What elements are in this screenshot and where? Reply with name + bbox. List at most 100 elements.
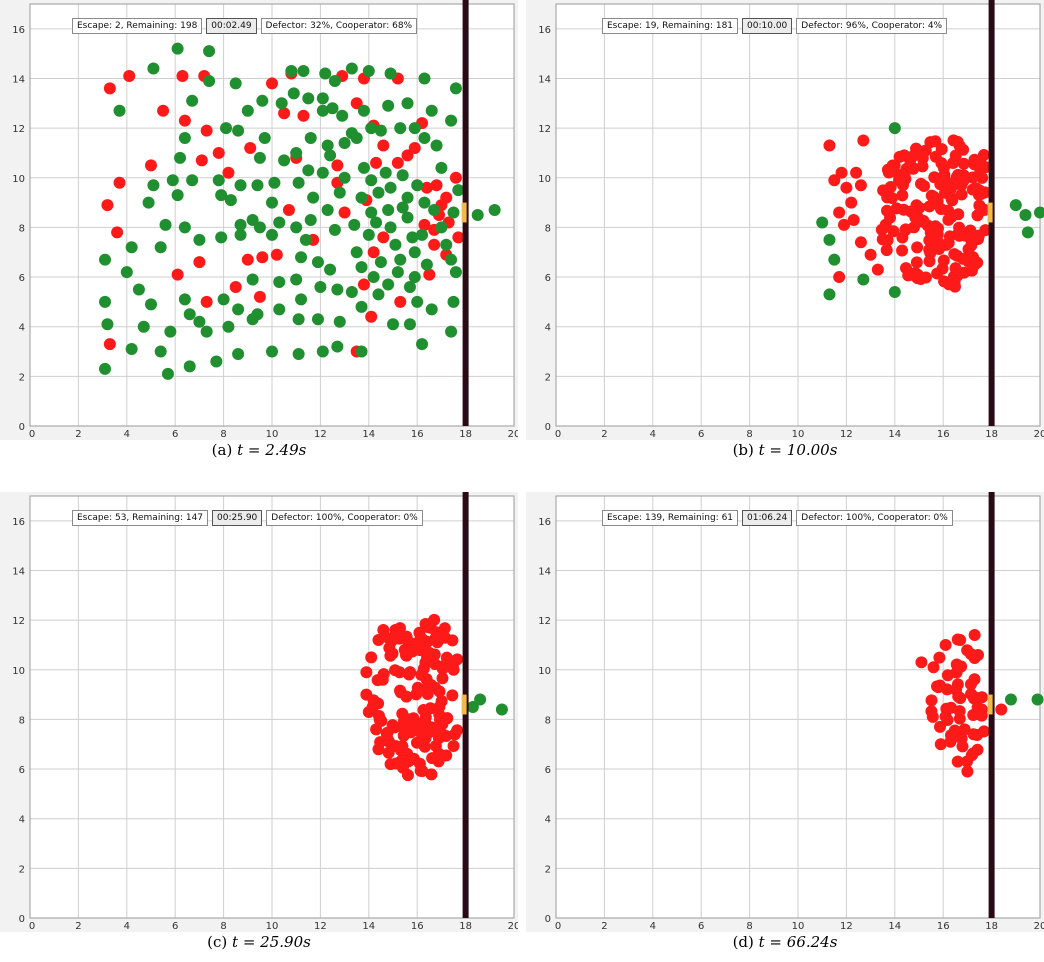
- x-tick-label: 8: [220, 921, 226, 932]
- defector-agent: [178, 114, 191, 127]
- y-tick-label: 10: [538, 666, 551, 677]
- defector-agent: [951, 755, 964, 768]
- cooperator-agent: [411, 179, 424, 192]
- cooperator-agent: [234, 179, 247, 192]
- cooperator-agent: [232, 348, 245, 361]
- cooperator-agent: [331, 283, 344, 296]
- x-tick-label: 10: [266, 921, 279, 932]
- defector-agent: [440, 651, 453, 664]
- defector-agent: [975, 187, 988, 200]
- cooperator-agent: [292, 313, 305, 326]
- defector-agent: [927, 661, 940, 674]
- defector-agent: [377, 139, 390, 152]
- cooperator-agent: [416, 338, 429, 351]
- defector-agent: [911, 241, 924, 254]
- defector-agent: [193, 256, 206, 269]
- defector-agent: [411, 717, 424, 730]
- y-tick-label: 0: [19, 422, 25, 433]
- defector-agent: [367, 246, 380, 259]
- cooperator-agent: [166, 174, 179, 187]
- defector-agent: [947, 134, 960, 147]
- x-tick-label: 0: [29, 921, 35, 932]
- x-tick-label: 4: [650, 429, 656, 440]
- cooperator-agent: [418, 72, 431, 85]
- cooperator-agent: [132, 283, 145, 296]
- y-tick-label: 14: [538, 74, 551, 85]
- x-tick-label: 2: [601, 921, 607, 932]
- defector-agent: [950, 658, 963, 671]
- defector-agent: [171, 268, 184, 281]
- cooperator-agent: [394, 253, 407, 266]
- cooperator-agent: [220, 122, 233, 135]
- defector-agent: [952, 690, 965, 703]
- defector-agent: [919, 271, 932, 284]
- y-tick-label: 14: [538, 566, 551, 577]
- x-tick-label: 18: [985, 429, 998, 440]
- defector-agent: [881, 234, 894, 247]
- x-tick-label: 20: [508, 429, 518, 440]
- defector-agent: [845, 196, 858, 209]
- cooperator-agent: [348, 218, 361, 231]
- cooperator-agent: [411, 295, 424, 308]
- defector-agent: [850, 166, 863, 179]
- cooperator-agent: [273, 276, 286, 289]
- cooperator-agent: [174, 151, 187, 164]
- defector-agent: [835, 166, 848, 179]
- defector-agent: [266, 77, 278, 90]
- scatter-plot: 0 2 4 6 8 10 12 14 16 18 20 0 2 4 6 8 10 12 14 16: [526, 492, 1044, 932]
- cooperator-agent: [355, 300, 368, 313]
- cooperator-agent: [178, 132, 191, 145]
- x-tick-label: 20: [1034, 921, 1044, 932]
- defector-agent: [428, 658, 441, 671]
- cooperator-agent: [183, 308, 196, 321]
- cooperator-agent: [888, 285, 901, 298]
- y-tick-label: 16: [12, 517, 25, 528]
- cooperator-agent: [365, 122, 378, 135]
- cooperator-agent: [445, 253, 458, 266]
- defector-agent: [419, 732, 432, 745]
- cooperator-agent: [374, 256, 387, 269]
- defector-agent: [360, 666, 373, 679]
- cooperator-agent: [445, 114, 458, 127]
- cooperator-agent: [314, 280, 327, 293]
- defector-agent: [278, 107, 291, 120]
- cooperator-agent: [408, 246, 421, 259]
- cooperator-agent: [224, 194, 237, 207]
- cooperator-agent: [488, 204, 501, 217]
- defector-agent: [229, 280, 242, 293]
- cooperator-agent: [408, 271, 421, 284]
- cooperator-agent: [171, 42, 184, 55]
- x-tick-label: 18: [459, 429, 472, 440]
- defector-agent: [374, 673, 387, 686]
- cooperator-agent: [234, 228, 247, 241]
- y-tick-label: 16: [12, 25, 25, 36]
- cooperator-agent: [297, 65, 310, 78]
- cooperator-agent: [420, 258, 433, 271]
- cooperator-agent: [394, 122, 407, 135]
- cooperator-agent: [154, 345, 167, 358]
- defector-agent: [971, 256, 984, 269]
- defector-agent: [953, 705, 966, 718]
- cooperator-agent: [278, 154, 291, 167]
- defector-agent: [377, 231, 390, 244]
- x-tick-label: 18: [459, 921, 472, 932]
- x-tick-label: 16: [937, 429, 950, 440]
- defector-agent: [111, 226, 124, 239]
- y-tick-label: 16: [538, 25, 551, 36]
- cooperator-agent: [326, 102, 339, 115]
- defector-agent: [157, 104, 170, 117]
- y-tick-label: 12: [12, 616, 25, 627]
- cooperator-agent: [273, 303, 286, 316]
- x-tick-label: 2: [601, 429, 607, 440]
- defector-agent: [936, 262, 949, 275]
- defector-agent: [975, 691, 988, 704]
- defector-agent: [145, 159, 157, 172]
- cooperator-agent: [452, 184, 465, 197]
- defector-agent: [840, 181, 853, 194]
- defector-agent: [417, 703, 430, 716]
- defector-agent: [931, 228, 944, 241]
- defector-agent: [913, 201, 926, 214]
- cooperator-agent: [357, 104, 370, 117]
- defector-agent: [871, 263, 884, 276]
- y-tick-label: 2: [19, 864, 25, 875]
